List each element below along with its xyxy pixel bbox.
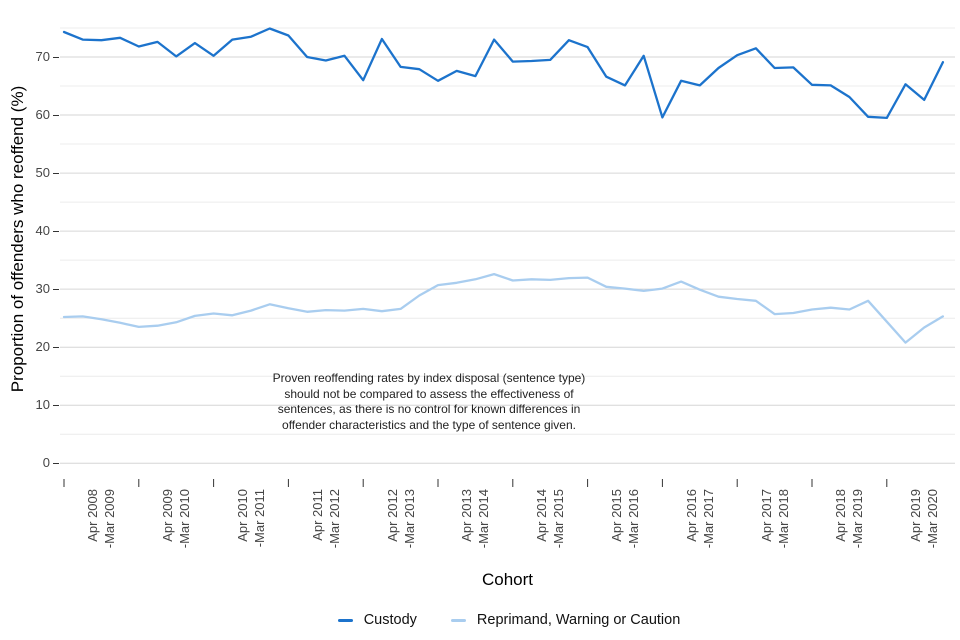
legend-label: Reprimand, Warning or Caution <box>476 612 681 628</box>
y-tick-mark <box>53 347 59 349</box>
y-tick-mark <box>53 463 59 465</box>
series-line-custody <box>62 27 945 120</box>
x-axis-title: Cohort <box>481 570 534 589</box>
y-tick-label: 40 <box>35 223 50 239</box>
x-tick-label: Apr 2014 -Mar 2015 <box>534 489 567 549</box>
y-tick-mark <box>53 115 59 117</box>
legend-item: Custody <box>337 612 417 628</box>
y-tick-label: 30 <box>35 281 50 297</box>
legend-item: Reprimand, Warning or Caution <box>450 612 681 628</box>
y-tick-mark <box>53 173 59 175</box>
x-tick-label: Apr 2017 -Mar 2018 <box>758 489 791 549</box>
y-tick-label: 60 <box>35 107 50 123</box>
y-tick-label: 0 <box>42 455 50 471</box>
legend-swatch-icon <box>337 618 353 622</box>
y-tick-mark <box>53 405 59 407</box>
y-tick-label: 70 <box>35 48 50 64</box>
series-line-reprimand-warning-or-caution <box>62 272 945 344</box>
y-tick-mark <box>53 56 59 58</box>
x-tick-label: Apr 2018 -Mar 2019 <box>833 489 866 549</box>
legend-label: Custody <box>363 612 417 628</box>
y-tick-mark <box>53 231 59 233</box>
x-tick-label: Apr 2019 -Mar 2020 <box>908 489 941 549</box>
x-tick-label: Apr 2011 -Mar 2012 <box>309 489 342 549</box>
x-tick-label: Apr 2012 -Mar 2013 <box>384 489 417 549</box>
x-tick-label: Apr 2010 -Mar 2011 <box>235 489 267 548</box>
x-tick-label: Apr 2015 -Mar 2016 <box>609 489 641 549</box>
legend-swatch-icon <box>450 618 466 622</box>
y-tick-label: 10 <box>35 397 50 413</box>
x-tick-label: Apr 2009 -Mar 2010 <box>160 489 193 549</box>
y-tick-label: 50 <box>35 165 50 181</box>
x-tick-label: Apr 2013 -Mar 2014 <box>459 489 492 549</box>
y-tick-label: 20 <box>35 339 50 355</box>
y-tick-mark <box>53 289 59 291</box>
legend: Custody Reprimand, Warning or Caution <box>0 608 960 632</box>
x-tick-label: Apr 2016 -Mar 2017 <box>683 489 716 549</box>
plot-area <box>60 27 955 487</box>
annotation-note: Proven reoffending rates by index dispos… <box>272 371 586 432</box>
x-tick-label: Apr 2008 -Mar 2009 <box>85 489 118 549</box>
